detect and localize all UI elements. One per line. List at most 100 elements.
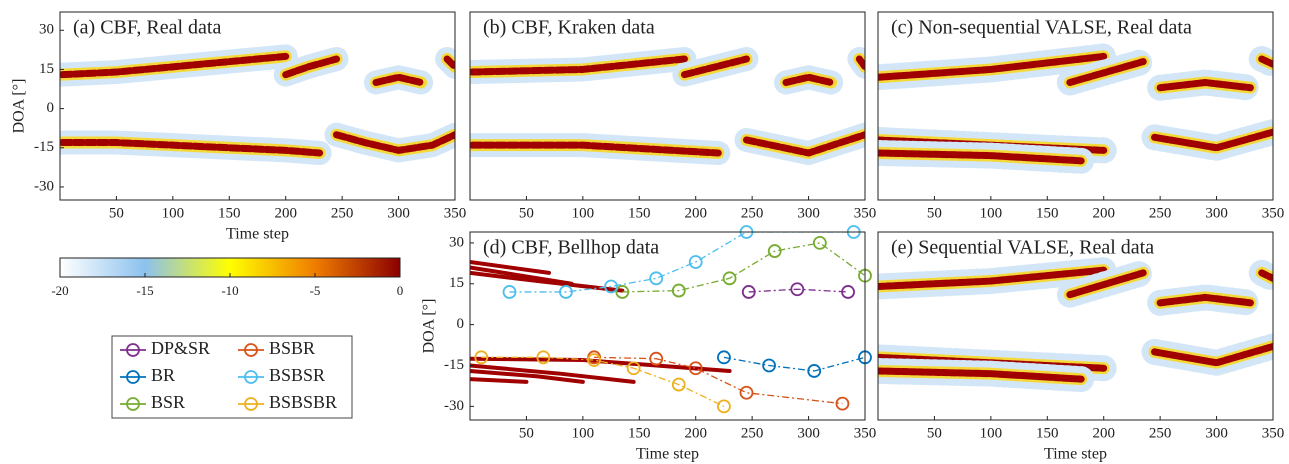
plot-frame bbox=[469, 11, 866, 201]
legend-label: BR bbox=[151, 365, 175, 385]
y-axis-label: DOA [°] bbox=[11, 79, 28, 134]
ridge bbox=[855, 55, 865, 71]
series-marker bbox=[474, 350, 489, 365]
series-line bbox=[481, 356, 725, 407]
x-tick-label: 200 bbox=[1092, 205, 1115, 221]
y-tick-label: 15 bbox=[39, 61, 54, 77]
x-tick-label: 350 bbox=[1262, 425, 1285, 441]
ridge bbox=[743, 131, 865, 157]
ridge bbox=[60, 139, 324, 157]
legend-label: BSBR bbox=[269, 338, 315, 358]
ridge bbox=[470, 368, 585, 384]
series-marker bbox=[717, 399, 731, 414]
legend-marker bbox=[244, 370, 258, 384]
plot-frame bbox=[469, 231, 866, 421]
ridge bbox=[470, 270, 625, 293]
series-marker bbox=[835, 396, 850, 411]
x-tick-label: 250 bbox=[741, 205, 764, 221]
series-line bbox=[509, 232, 854, 293]
series-marker bbox=[762, 358, 776, 373]
plot-area bbox=[60, 44, 455, 165]
x-tick-label: 150 bbox=[1036, 425, 1059, 441]
legend-marker bbox=[244, 397, 258, 411]
x-tick-label: 350 bbox=[854, 205, 877, 221]
y-tick-label: 0 bbox=[457, 316, 465, 332]
y-tick-label: -30 bbox=[444, 398, 464, 414]
y-tick-label: -30 bbox=[34, 178, 54, 194]
ridge bbox=[470, 141, 722, 157]
y-tick-label: -15 bbox=[34, 139, 54, 155]
ridge bbox=[470, 363, 636, 384]
plot-frame bbox=[59, 11, 456, 201]
x-tick-label: 150 bbox=[1036, 205, 1059, 221]
x-tick-label: 350 bbox=[1262, 205, 1285, 221]
series-marker bbox=[812, 235, 827, 250]
legend-label: DP&SR bbox=[151, 338, 210, 358]
ridge bbox=[470, 259, 551, 275]
ridge bbox=[1258, 55, 1273, 68]
ridge bbox=[878, 266, 1108, 290]
series-marker bbox=[626, 361, 641, 376]
plot-frame bbox=[877, 11, 1274, 201]
ridge bbox=[470, 55, 688, 76]
x-tick-label: -5 bbox=[310, 283, 321, 298]
plot-frame bbox=[877, 231, 1274, 421]
ridge bbox=[470, 377, 529, 384]
panel-title: (a) CBF, Real data bbox=[73, 17, 221, 39]
legend-label: BSR bbox=[151, 392, 185, 412]
series-marker bbox=[841, 285, 855, 299]
x-axis-label: Time step bbox=[636, 446, 699, 463]
panel-title: (e) Sequential VALSE, Real data bbox=[891, 237, 1154, 259]
x-tick-label: 50 bbox=[519, 205, 534, 221]
series-marker bbox=[604, 279, 618, 294]
x-tick-label: 300 bbox=[387, 205, 410, 221]
x-tick-label: 250 bbox=[1149, 425, 1172, 441]
legend-marker bbox=[244, 343, 258, 357]
series-marker bbox=[502, 285, 517, 299]
x-tick-label: 200 bbox=[274, 205, 297, 221]
x-tick-label: 300 bbox=[1205, 425, 1228, 441]
y-tick-label: 0 bbox=[47, 100, 55, 116]
ridge bbox=[1066, 269, 1147, 299]
series-marker bbox=[615, 285, 630, 299]
y-tick-label: 30 bbox=[39, 22, 54, 38]
x-tick-label: 150 bbox=[628, 205, 651, 221]
ridge bbox=[1151, 342, 1273, 367]
plot-area bbox=[470, 232, 865, 407]
ridge bbox=[878, 149, 1085, 165]
legend-label: BSBSBR bbox=[269, 392, 337, 412]
series-marker bbox=[741, 285, 756, 299]
ridge bbox=[1066, 58, 1147, 86]
x-tick-label: 100 bbox=[572, 425, 595, 441]
y-tick-label: -15 bbox=[444, 357, 464, 373]
x-tick-label: 50 bbox=[519, 425, 534, 441]
y-tick-label: 15 bbox=[449, 275, 464, 291]
series-marker bbox=[649, 351, 664, 366]
series-marker bbox=[671, 377, 686, 392]
x-tick-label: 250 bbox=[1149, 205, 1172, 221]
x-tick-label: 0 bbox=[397, 283, 404, 298]
x-axis-label: Time step bbox=[226, 226, 289, 243]
x-tick-label: 100 bbox=[980, 425, 1003, 441]
x-tick-label: 50 bbox=[927, 425, 942, 441]
series-marker bbox=[717, 350, 731, 365]
y-axis-label: DOA [°] bbox=[421, 299, 438, 354]
x-tick-label: 100 bbox=[162, 205, 185, 221]
ridge bbox=[1151, 128, 1273, 152]
series-marker bbox=[559, 285, 573, 299]
panel-title: (d) CBF, Bellhop data bbox=[483, 237, 659, 259]
x-tick-label: 200 bbox=[1092, 425, 1115, 441]
plot-area bbox=[878, 43, 1273, 174]
ridge bbox=[333, 131, 455, 154]
ridge bbox=[782, 73, 835, 86]
series-line bbox=[723, 356, 865, 372]
series-marker bbox=[807, 364, 822, 378]
ridge bbox=[1156, 293, 1254, 307]
panel-title: (b) CBF, Kraken data bbox=[483, 17, 655, 39]
x-tick-label: 350 bbox=[854, 425, 877, 441]
legend-marker bbox=[126, 370, 140, 384]
plot-area bbox=[878, 257, 1273, 393]
x-tick-label: -10 bbox=[221, 283, 238, 298]
y-tick-label: 30 bbox=[449, 234, 464, 250]
